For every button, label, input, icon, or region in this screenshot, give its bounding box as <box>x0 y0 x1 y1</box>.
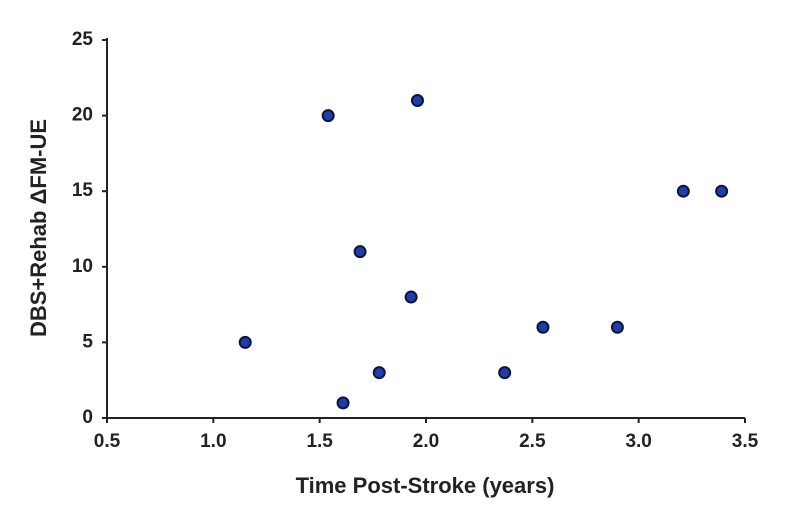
x-tick-label: 2.5 <box>519 431 546 452</box>
y-tick-label: 20 <box>72 105 93 126</box>
point <box>353 245 367 259</box>
y-axis-label: DBS+Rehab ΔFM-UE <box>26 119 51 337</box>
x-tick-label: 1.5 <box>306 431 333 452</box>
y-tick-label: 15 <box>72 180 94 201</box>
y-tick-label: 10 <box>72 256 93 277</box>
y-tick-label: 0 <box>82 407 93 428</box>
x-tick-label: 2.0 <box>413 431 439 452</box>
x-tick-label: 1.0 <box>200 431 226 452</box>
x-tick-label: 3.5 <box>732 431 759 452</box>
point <box>676 184 690 198</box>
point <box>610 320 624 334</box>
point <box>336 396 350 410</box>
point <box>715 184 729 198</box>
point <box>404 290 418 304</box>
point <box>372 366 386 380</box>
point <box>498 366 512 380</box>
x-tick-label: 3.0 <box>625 431 651 452</box>
point <box>410 93 424 107</box>
point <box>321 109 335 123</box>
x-tick-label: 0.5 <box>94 431 121 452</box>
y-tick-label: 5 <box>82 331 93 352</box>
point <box>536 320 550 334</box>
y-tick-label: 25 <box>72 29 94 50</box>
x-axis-label: Time Post-Stroke (years) <box>296 473 555 498</box>
point <box>238 335 252 349</box>
